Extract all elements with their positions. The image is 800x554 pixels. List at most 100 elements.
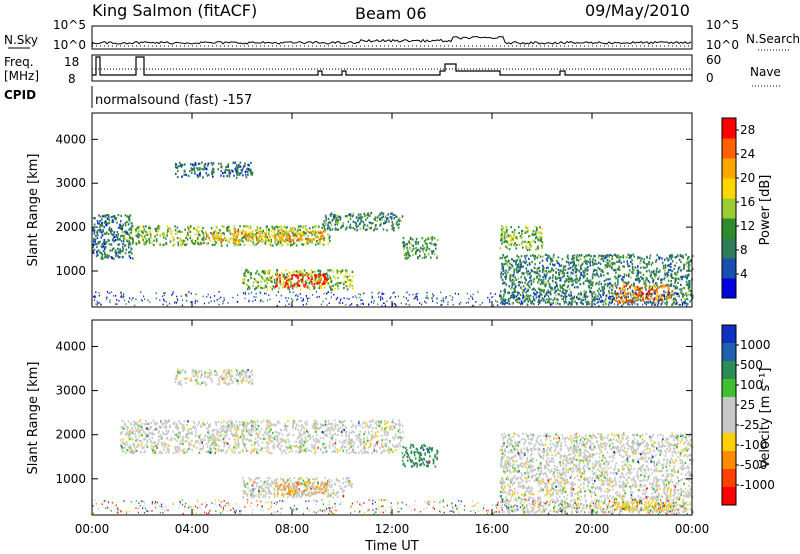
range-cell [547,289,549,292]
range-cell [275,434,278,438]
range-cell [197,423,199,426]
range-cell [326,276,328,279]
range-cell [174,165,177,168]
range-cell [557,261,559,265]
range-cell [297,298,299,300]
freq-strip: Freq. [MHz] 18 8 60 0 Nave [4,53,781,87]
range-cell [605,302,607,305]
range-cell [259,229,262,232]
range-cell [402,244,405,247]
range-cell [282,238,284,241]
range-cell [111,238,114,241]
range-cell [510,226,512,229]
range-cell [587,285,590,288]
range-cell [162,243,165,247]
noise-strip-frame [91,25,693,50]
range-cell [257,232,259,235]
range-cell [227,163,229,166]
range-cell [514,290,517,293]
range-cell [96,252,98,255]
range-cell [209,444,212,447]
range-cell [182,239,185,242]
range-cell [575,296,578,299]
range-cell [185,243,187,247]
range-cell [298,225,300,228]
range-cell [102,249,105,253]
range-cell [506,271,508,274]
range-cell [543,273,546,276]
range-cell [236,167,239,170]
range-cell [175,163,178,166]
range-cell [619,274,622,277]
range-cell [515,247,518,250]
range-cell [97,222,99,225]
range-cell [353,442,356,445]
range-cell [327,429,329,432]
range-cell [668,296,671,300]
range-cell [216,226,218,229]
range-cell [266,445,269,448]
range-cell [324,429,327,432]
range-cell [473,304,475,307]
range-cell [675,287,678,290]
range-cell [566,271,569,274]
range-cell [257,286,259,289]
range-cell [500,275,503,278]
range-cell [236,170,239,173]
range-cell [666,297,669,300]
range-cell [636,269,638,272]
range-cell [615,269,618,272]
range-cell [646,278,648,281]
range-cell [229,444,231,447]
range-cell [220,296,222,299]
range-cell [608,295,611,298]
range-cell [243,232,246,235]
range-cell [573,297,575,300]
range-cell [143,430,145,433]
range-cell [311,277,313,280]
noise-tick-bottom-right: 10^0 [706,38,739,52]
colorbar-tick-label: 16 [740,195,755,209]
range-cell [208,432,210,435]
range-cell [581,262,584,265]
range-cell [522,272,525,275]
range-cell [329,276,332,279]
range-cell [257,281,259,284]
range-cell [655,273,657,276]
range-cell [502,226,505,230]
range-cell [567,261,570,264]
range-cell [397,218,400,221]
range-cell [292,284,294,287]
range-cell [134,423,136,426]
range-cell [242,281,245,285]
range-cell [618,260,620,263]
range-cell [236,173,239,176]
range-cell [348,274,351,278]
range-cell [177,169,179,173]
range-cell [664,264,667,267]
range-cell [606,261,609,265]
range-cell [225,431,228,434]
range-cell [248,231,250,234]
range-cell [622,256,625,259]
range-cell [350,226,352,229]
range-cell [508,268,510,271]
range-cell [291,243,294,246]
range-cell [182,451,185,455]
range-cell [518,281,520,284]
range-cell [295,236,297,239]
range-cell [239,375,241,378]
range-cell [186,242,188,245]
range-cell [154,228,157,231]
range-cell [541,241,544,244]
range-cell [271,234,273,237]
range-cell [248,299,250,302]
range-cell [196,166,198,170]
range-cell [611,257,613,260]
range-cell [362,302,364,305]
range-cell [647,279,650,283]
range-cell [597,301,599,304]
range-cell [152,433,154,436]
range-cell [642,266,645,269]
range-cell [540,293,543,296]
